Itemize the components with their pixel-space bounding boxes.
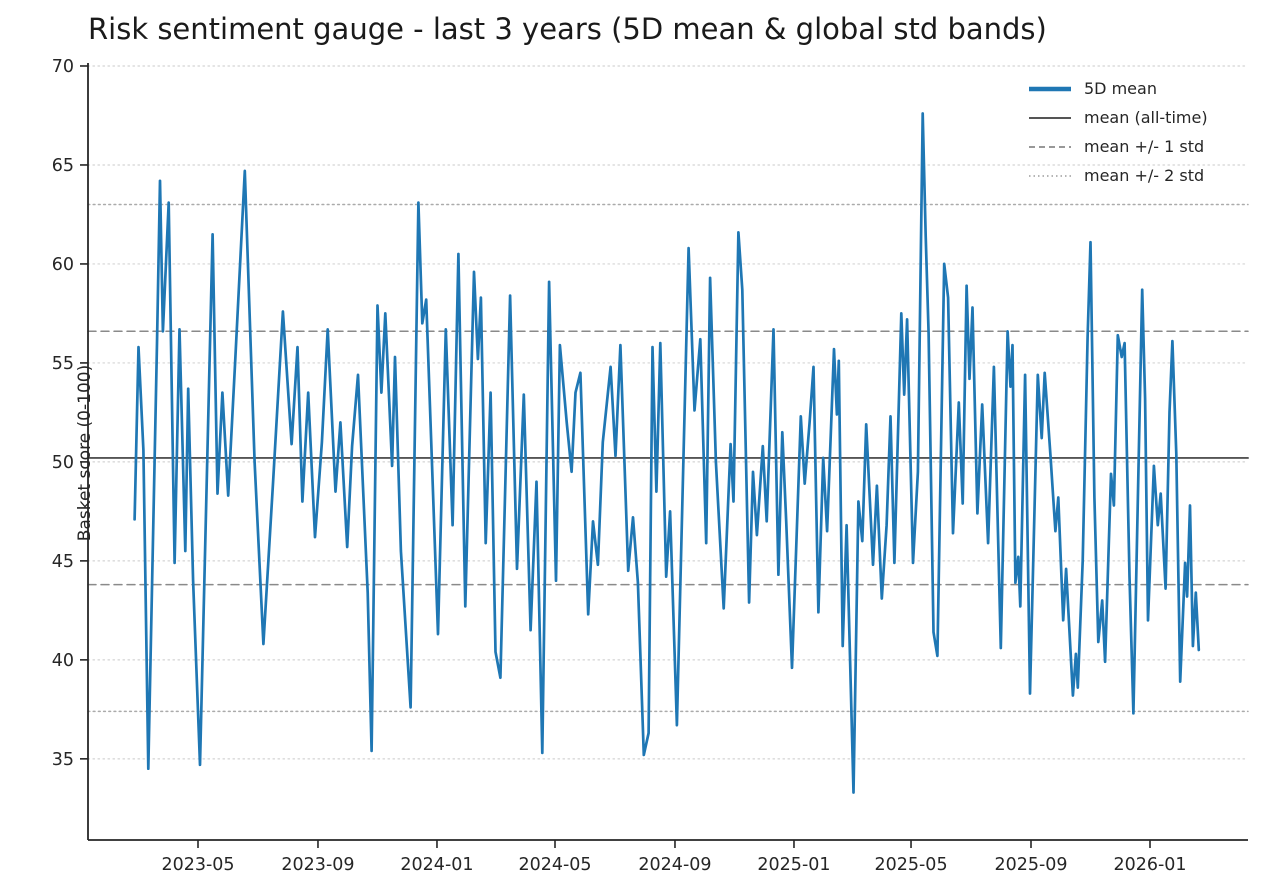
legend-label: mean (all-time) <box>1084 108 1208 127</box>
blue-line-swatch-icon <box>1029 86 1071 91</box>
x-tick-label: 2025-09 <box>994 855 1067 875</box>
y-axis-label-wrap: Basket score (0-100) <box>75 303 101 603</box>
solid-line-swatch-icon <box>1029 116 1071 119</box>
x-tick-label: 2024-09 <box>638 855 711 875</box>
dotted-line-swatch-icon <box>1029 174 1071 177</box>
legend-item: mean +/- 2 std <box>1028 161 1208 190</box>
legend-label: mean +/- 2 std <box>1084 166 1205 185</box>
y-axis-label: Basket score (0-100) <box>75 364 95 542</box>
legend: 5D mean mean (all-time) mean +/- 1 std mean… <box>1028 74 1208 190</box>
legend-label: 5D mean <box>1084 79 1157 98</box>
x-tick-label: 2024-01 <box>400 855 473 875</box>
y-tick-label: 35 <box>52 750 74 770</box>
y-tick-label: 50 <box>52 453 74 473</box>
x-tick-label: 2023-05 <box>161 855 234 875</box>
dashed-line-swatch-icon <box>1029 145 1071 148</box>
legend-item: mean +/- 1 std <box>1028 132 1208 161</box>
x-tick-label: 2024-05 <box>518 855 591 875</box>
y-tick-label: 70 <box>52 57 74 77</box>
x-tick-label: 2025-05 <box>874 855 947 875</box>
legend-item: 5D mean <box>1028 74 1208 103</box>
chart-title: Risk sentiment gauge - last 3 years (5D … <box>88 12 1047 46</box>
y-tick-label: 65 <box>52 156 74 176</box>
y-tick-label: 60 <box>52 255 74 275</box>
x-tick-label: 2023-09 <box>281 855 354 875</box>
series-5d-mean-line <box>133 112 1201 794</box>
y-tick-label: 40 <box>52 651 74 671</box>
legend-item: mean (all-time) <box>1028 103 1208 132</box>
x-tick-label: 2025-01 <box>757 855 830 875</box>
y-tick-label: 45 <box>52 552 74 572</box>
x-tick-label: 2026-01 <box>1113 855 1186 875</box>
y-tick-label: 55 <box>52 354 74 374</box>
legend-label: mean +/- 1 std <box>1084 137 1205 156</box>
